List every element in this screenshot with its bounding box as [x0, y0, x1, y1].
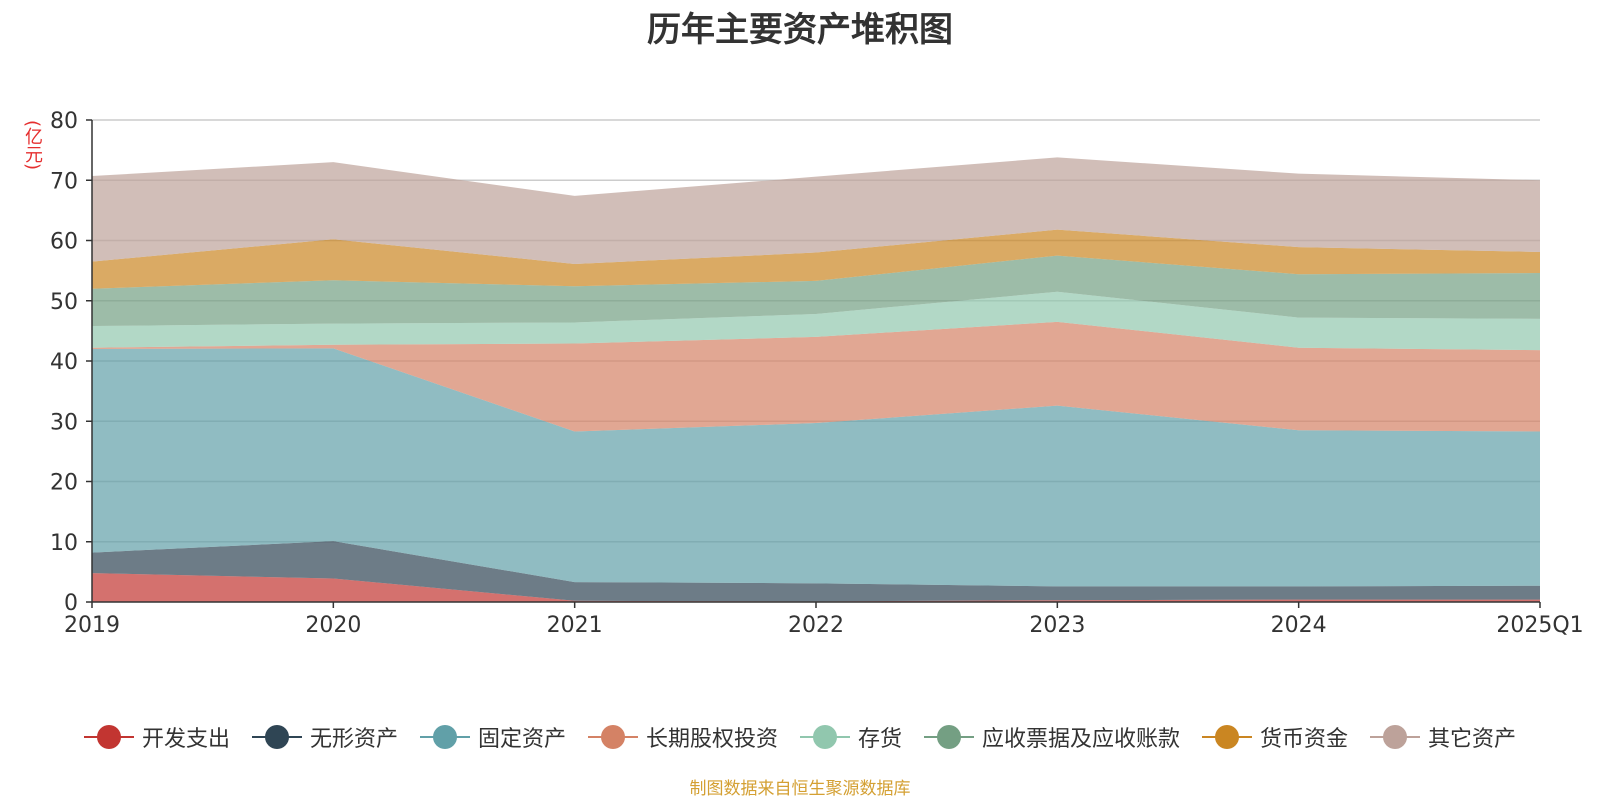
x-tick-label-1: 2020: [305, 613, 361, 638]
x-tick-label-3: 2022: [788, 613, 844, 638]
y-tick-label-0: 0: [64, 591, 78, 616]
chart-title: 历年主要资产堆积图: [647, 10, 953, 50]
legend-marker-icon: [924, 725, 975, 749]
legend-label: 存货: [858, 727, 903, 752]
y-tick-label-2: 20: [50, 471, 78, 496]
area-series-5: [92, 255, 1540, 327]
area-series-4: [92, 291, 1540, 351]
y-tick-label-3: 30: [50, 410, 78, 435]
legend-item-3[interactable]: 长期股权投资: [587, 721, 778, 753]
x-tick-label-4: 2023: [1029, 613, 1085, 638]
y-tick-label-1: 10: [50, 531, 78, 556]
y-tick-label-5: 50: [50, 290, 78, 315]
legend-label: 其它资产: [1428, 727, 1517, 752]
legend-item-7[interactable]: 其它资产: [1370, 721, 1516, 753]
legend-label: 货币资金: [1260, 727, 1349, 752]
data-source-note: 制图数据来自恒生聚源数据库: [689, 779, 911, 799]
y-tick-label-8: 80: [50, 109, 78, 134]
chart-legend: 开发支出 无形资产 固定资产 长期股权投资 存货 应收票据及应收账款 货币资金 其它资产: [0, 720, 1600, 754]
legend-item-2[interactable]: 固定资产: [419, 721, 566, 753]
legend-item-4[interactable]: 存货: [800, 721, 902, 753]
area-series-0: [92, 573, 1540, 602]
x-tick-label-6: 2025Q1: [1496, 613, 1583, 638]
legend-label: 长期股权投资: [645, 727, 778, 752]
area-series-7: [92, 157, 1540, 264]
x-tick-label-5: 2024: [1271, 613, 1327, 638]
legend-item-0[interactable]: 开发支出: [83, 721, 230, 753]
stacked-area-chart: 0 10 20 30 40 50 60 70 80 2019 2020 2021 2022 2023 202…: [50, 109, 1584, 638]
legend-label: 应收票据及应收账款: [982, 727, 1181, 752]
legend-item-1[interactable]: 无形资产: [251, 721, 398, 753]
legend-marker-icon: [1370, 725, 1421, 749]
x-tick-label-2: 2021: [547, 613, 603, 638]
y-tick-label-6: 60: [50, 230, 78, 255]
legend-marker-icon: [1202, 725, 1253, 749]
area-series-6: [92, 229, 1540, 289]
legend-label: 无形资产: [309, 727, 398, 752]
legend-marker-icon: [419, 725, 470, 749]
y-axis-unit-label: (亿元): [22, 120, 43, 171]
x-tick-label-0: 2019: [64, 613, 120, 638]
area-series-2: [92, 348, 1540, 587]
legend-marker-icon: [251, 725, 302, 749]
legend-marker-icon: [587, 725, 638, 749]
legend-label: 固定资产: [477, 727, 566, 752]
y-tick-label-7: 70: [50, 169, 78, 194]
legend-marker-icon: [800, 725, 850, 749]
legend-item-6[interactable]: 货币资金: [1202, 721, 1348, 753]
legend-item-5[interactable]: 应收票据及应收账款: [924, 721, 1180, 753]
legend-marker-icon: [83, 725, 134, 749]
legend-label: 开发支出: [141, 727, 230, 752]
y-tick-label-4: 40: [50, 350, 78, 375]
area-series-3: [92, 321, 1540, 432]
